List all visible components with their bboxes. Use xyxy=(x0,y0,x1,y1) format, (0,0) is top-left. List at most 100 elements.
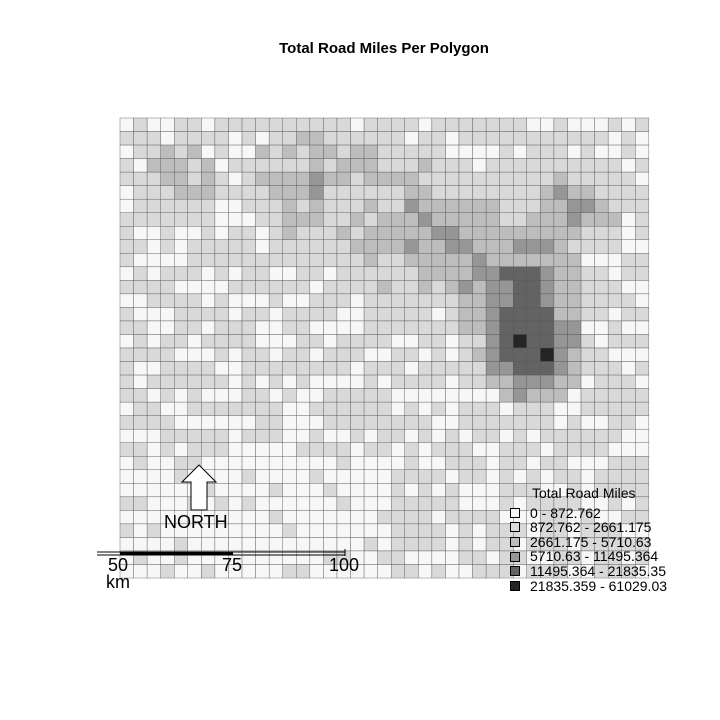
map-polygon xyxy=(336,496,351,511)
map-polygon xyxy=(458,510,473,525)
map-polygon xyxy=(499,374,514,389)
map-polygon xyxy=(282,374,297,389)
map-polygon xyxy=(255,510,270,525)
map-polygon xyxy=(282,131,297,146)
map-polygon xyxy=(553,456,568,470)
map-polygon xyxy=(296,537,311,552)
map-polygon xyxy=(363,253,378,268)
map-polygon xyxy=(580,469,595,484)
map-polygon xyxy=(404,456,419,470)
map-polygon xyxy=(499,388,514,403)
map-polygon xyxy=(133,198,148,213)
map-polygon xyxy=(418,469,433,484)
map-polygon xyxy=(485,334,500,349)
map-polygon xyxy=(160,117,175,132)
map-polygon xyxy=(458,564,473,579)
map-polygon xyxy=(309,171,324,186)
map-polygon xyxy=(255,361,270,376)
map-polygon xyxy=(472,550,487,565)
map-polygon xyxy=(228,537,243,552)
map-polygon xyxy=(607,442,622,457)
map-polygon xyxy=(431,280,446,295)
map-polygon xyxy=(119,401,134,416)
map-polygon xyxy=(174,144,189,159)
map-polygon xyxy=(119,280,134,295)
map-polygon xyxy=(323,320,338,335)
map-polygon xyxy=(377,469,392,484)
map-polygon xyxy=(580,280,595,295)
map-polygon xyxy=(133,537,148,552)
map-polygon xyxy=(255,388,270,403)
map-polygon xyxy=(187,253,202,268)
map-polygon xyxy=(472,144,487,159)
map-polygon xyxy=(621,226,636,240)
map-polygon xyxy=(377,442,392,457)
map-polygon xyxy=(309,334,324,349)
map-polygon xyxy=(377,171,392,186)
map-polygon xyxy=(214,117,229,132)
map-polygon xyxy=(268,442,283,457)
map-polygon xyxy=(418,347,433,362)
map-polygon xyxy=(553,307,568,322)
map-polygon xyxy=(418,117,433,132)
map-polygon xyxy=(499,226,514,240)
map-polygon xyxy=(580,456,595,470)
map-polygon xyxy=(377,550,392,565)
map-polygon xyxy=(391,185,405,200)
map-polygon xyxy=(228,293,243,308)
map-polygon xyxy=(133,401,148,416)
map-polygon xyxy=(187,171,202,186)
map-polygon xyxy=(187,537,202,552)
map-polygon xyxy=(133,564,148,579)
map-polygon xyxy=(241,361,256,376)
map-polygon xyxy=(255,158,270,173)
map-polygon xyxy=(404,483,419,498)
map-polygon xyxy=(119,239,134,254)
map-polygon xyxy=(404,198,419,213)
map-polygon xyxy=(350,428,365,443)
map-polygon xyxy=(594,442,609,457)
map-polygon xyxy=(553,334,568,349)
map-polygon xyxy=(255,469,270,484)
map-polygon xyxy=(214,537,229,552)
map-polygon xyxy=(567,428,582,443)
map-polygon xyxy=(119,523,134,538)
map-polygon xyxy=(119,361,134,376)
map-polygon xyxy=(214,239,229,254)
map-polygon xyxy=(296,510,311,525)
map-polygon xyxy=(160,158,175,173)
map-polygon xyxy=(363,117,378,132)
map-polygon xyxy=(296,456,311,470)
map-polygon xyxy=(323,523,338,538)
map-polygon xyxy=(187,374,202,389)
map-polygon xyxy=(485,131,500,146)
map-polygon xyxy=(323,469,338,484)
map-polygon xyxy=(323,347,338,362)
map-polygon xyxy=(268,293,283,308)
map-polygon xyxy=(635,320,650,335)
map-polygon xyxy=(540,253,555,268)
map-polygon xyxy=(146,280,161,295)
map-polygon xyxy=(119,158,134,173)
map-polygon xyxy=(594,144,609,159)
map-polygon xyxy=(363,293,378,308)
map-polygon xyxy=(580,293,595,308)
map-polygon xyxy=(160,307,175,322)
map-polygon xyxy=(309,347,324,362)
map-polygon xyxy=(133,253,148,268)
map-polygon xyxy=(336,293,351,308)
map-polygon xyxy=(391,307,405,322)
map-polygon xyxy=(133,496,148,511)
map-polygon xyxy=(146,483,161,498)
map-polygon xyxy=(268,226,283,240)
map-polygon xyxy=(391,374,405,389)
map-polygon xyxy=(526,117,541,132)
map-polygon xyxy=(567,307,582,322)
map-polygon xyxy=(201,117,216,132)
map-polygon xyxy=(567,212,582,227)
map-polygon xyxy=(282,185,297,200)
map-polygon xyxy=(472,307,487,322)
map-polygon xyxy=(431,171,446,186)
map-polygon xyxy=(255,320,270,335)
